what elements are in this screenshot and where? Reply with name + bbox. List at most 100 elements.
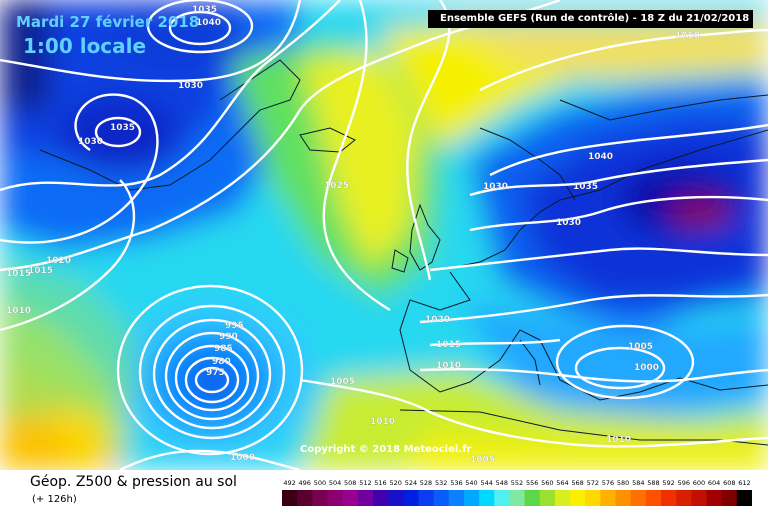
scale-swatch [585, 490, 601, 506]
isobar-label: 1035 [110, 123, 135, 133]
run-info-banner: Ensemble GEFS (Run de contrôle) - 18 Z d… [428, 10, 753, 28]
isobar-label: 1040 [196, 18, 221, 28]
isobar-label: 1015 [436, 340, 461, 350]
scale-swatch [373, 490, 389, 506]
isobar-label: 1050 [675, 31, 700, 41]
scale-swatch [342, 490, 359, 506]
scale-swatch [615, 490, 632, 506]
scale-tick-label: 532 [435, 479, 447, 487]
scale-swatch [357, 490, 374, 506]
scale-tick-label: 520 [389, 479, 401, 487]
scale-tick-label: 564 [556, 479, 568, 487]
scale-swatch [509, 490, 526, 506]
isobars [0, 0, 768, 470]
scale-tick-label: 508 [344, 479, 356, 487]
scale-swatch [736, 490, 752, 506]
scale-swatch [479, 490, 495, 506]
scale-swatch [494, 490, 510, 506]
isobar-label: 1020 [425, 315, 450, 325]
color-scale: 492 496 500 504 508 512 516 520 524 528 532 536 540 5… [282, 479, 752, 506]
isobar-label: 1005 [330, 377, 355, 387]
isobar-label: 1025 [324, 181, 349, 191]
scale-tick-label: 512 [359, 479, 371, 487]
scale-swatch [403, 490, 419, 506]
isobar-label: 1030 [483, 182, 508, 192]
isobar-label: 1020 [46, 256, 71, 266]
scale-tick-label: 600 [693, 479, 705, 487]
isobar-label: 1040 [588, 152, 613, 162]
scale-tick-label: 608 [723, 479, 735, 487]
scale-tick-label: 504 [329, 479, 341, 487]
scale-swatch [706, 490, 723, 506]
scale-tick-label: 500 [314, 479, 326, 487]
isobar-label: 1035 [192, 5, 217, 15]
scale-tick-label: 516 [374, 479, 386, 487]
scale-tick-label: 584 [632, 479, 644, 487]
forecast-time: 1:00 locale [23, 34, 147, 58]
scale-tick-label: 580 [617, 479, 629, 487]
scale-swatch [630, 490, 647, 506]
map-canvas: 1035 1040 1030 1035 1030 1025 1020 1015 … [0, 0, 768, 470]
scale-tick-label: 528 [420, 479, 432, 487]
isobar-label: 980 [212, 357, 231, 367]
scale-swatch [721, 490, 738, 506]
scale-swatch [554, 490, 571, 506]
forecast-date: Mardi 27 février 2018 [16, 13, 200, 31]
scale-tick-label: 548 [496, 479, 508, 487]
weather-map: 1035 1040 1030 1035 1030 1025 1020 1015 … [0, 0, 768, 470]
isobar-label: 1035 [573, 182, 598, 192]
scale-tick-label: 588 [647, 479, 659, 487]
scale-tick-label: 492 [283, 479, 295, 487]
scale-tick-label: 612 [738, 479, 750, 487]
isobar-label: 1000 [634, 363, 659, 373]
scale-tick-label: 572 [587, 479, 599, 487]
scale-tick-label: 592 [662, 479, 674, 487]
isobar-label: 990 [219, 332, 238, 342]
scale-swatch [448, 490, 465, 506]
isobar-label: 1015 [6, 269, 31, 279]
scale-swatch [297, 490, 313, 506]
scale-tick-label: 556 [526, 479, 538, 487]
scale-swatch [418, 490, 435, 506]
scale-tick-label: 496 [298, 479, 310, 487]
scale-tick-label: 536 [450, 479, 462, 487]
scale-swatch [312, 490, 328, 506]
scale-swatch [661, 490, 677, 506]
isobar-label: 1010 [606, 435, 631, 445]
isobar-label: 1030 [78, 137, 103, 147]
scale-swatch [524, 490, 541, 506]
scale-swatch [388, 490, 404, 506]
scale-swatch [463, 490, 480, 506]
scale-swatch [433, 490, 450, 506]
legend-title: Géop. Z500 & pression au sol [30, 474, 237, 490]
isobar-label: 975 [206, 368, 225, 378]
scale-swatch [645, 490, 662, 506]
scale-tick-label: 576 [602, 479, 614, 487]
scale-tick-label: 568 [571, 479, 583, 487]
isobar-label: 1005 [628, 342, 653, 352]
scale-tick-label: 604 [708, 479, 720, 487]
scale-tick-label: 540 [465, 479, 477, 487]
copyright-notice: Copyright © 2018 Meteociel.fr [300, 444, 472, 455]
isobar-label: 995 [225, 321, 244, 331]
scale-swatch [600, 490, 617, 506]
isobar-label: 1010 [6, 306, 31, 316]
isobar-label: 985 [214, 344, 233, 354]
scale-tick-label: 560 [541, 479, 553, 487]
geopotential-field [0, 0, 768, 470]
isobar-label: 1015 [28, 266, 53, 276]
isobar-label: 1010 [370, 417, 395, 427]
isobar-label: 1010 [436, 361, 461, 371]
scale-swatch [539, 490, 556, 506]
isobar-label: 1005 [628, 342, 653, 352]
legend-subtitle: (+ 126h) [32, 494, 77, 505]
scale-swatch [570, 490, 586, 506]
scale-tick-label: 596 [678, 479, 690, 487]
isobar-label: 1000 [230, 453, 255, 463]
scale-swatch [676, 490, 692, 506]
isobar-label: 1005 [470, 455, 495, 465]
scale-tick-label: 552 [511, 479, 523, 487]
scale-swatch [282, 490, 298, 506]
isobar-label: 1030 [556, 218, 581, 228]
isobar-labels: 1035 1040 1030 1035 1030 1025 1020 1015 … [6, 5, 700, 465]
